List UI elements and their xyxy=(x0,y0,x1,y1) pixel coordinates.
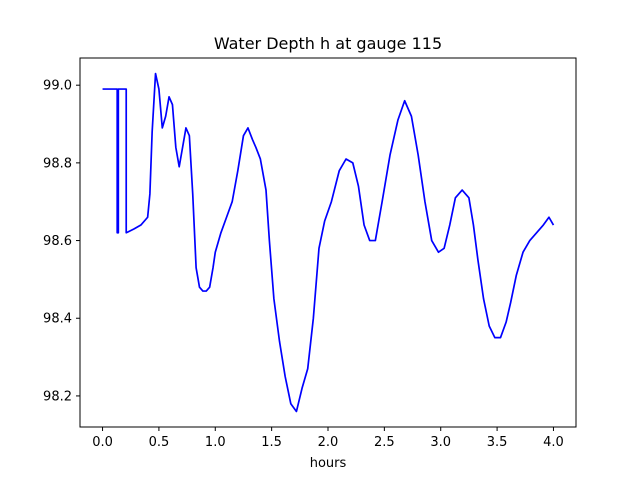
x-tick-label: 2.0 xyxy=(318,435,339,450)
y-axis-ticks: 98.2 98.4 98.6 98.8 99.0 xyxy=(43,79,80,404)
y-tick-label: 98.6 xyxy=(43,234,72,249)
plot-area xyxy=(102,72,555,413)
x-tick-label: 4.0 xyxy=(543,435,564,450)
chart-title: Water Depth h at gauge 115 xyxy=(214,34,442,53)
x-axis-ticks: 0.0 0.5 1.0 1.5 2.0 2.5 3.0 3.5 4.0 xyxy=(92,427,564,450)
x-tick-label: 0.0 xyxy=(92,435,113,450)
x-tick-label: 3.5 xyxy=(487,435,508,450)
x-axis-label: hours xyxy=(310,456,347,471)
y-tick-label: 98.8 xyxy=(43,156,72,171)
series-line-0 xyxy=(102,72,555,413)
y-tick-label: 98.2 xyxy=(43,389,72,404)
x-tick-label: 1.5 xyxy=(261,435,282,450)
x-tick-label: 2.5 xyxy=(374,435,395,450)
x-tick-label: 1.0 xyxy=(205,435,226,450)
y-tick-label: 99.0 xyxy=(43,79,72,94)
y-tick-label: 98.4 xyxy=(43,312,72,327)
x-tick-label: 0.5 xyxy=(149,435,170,450)
plot-frame xyxy=(79,57,577,428)
x-tick-label: 3.0 xyxy=(430,435,451,450)
